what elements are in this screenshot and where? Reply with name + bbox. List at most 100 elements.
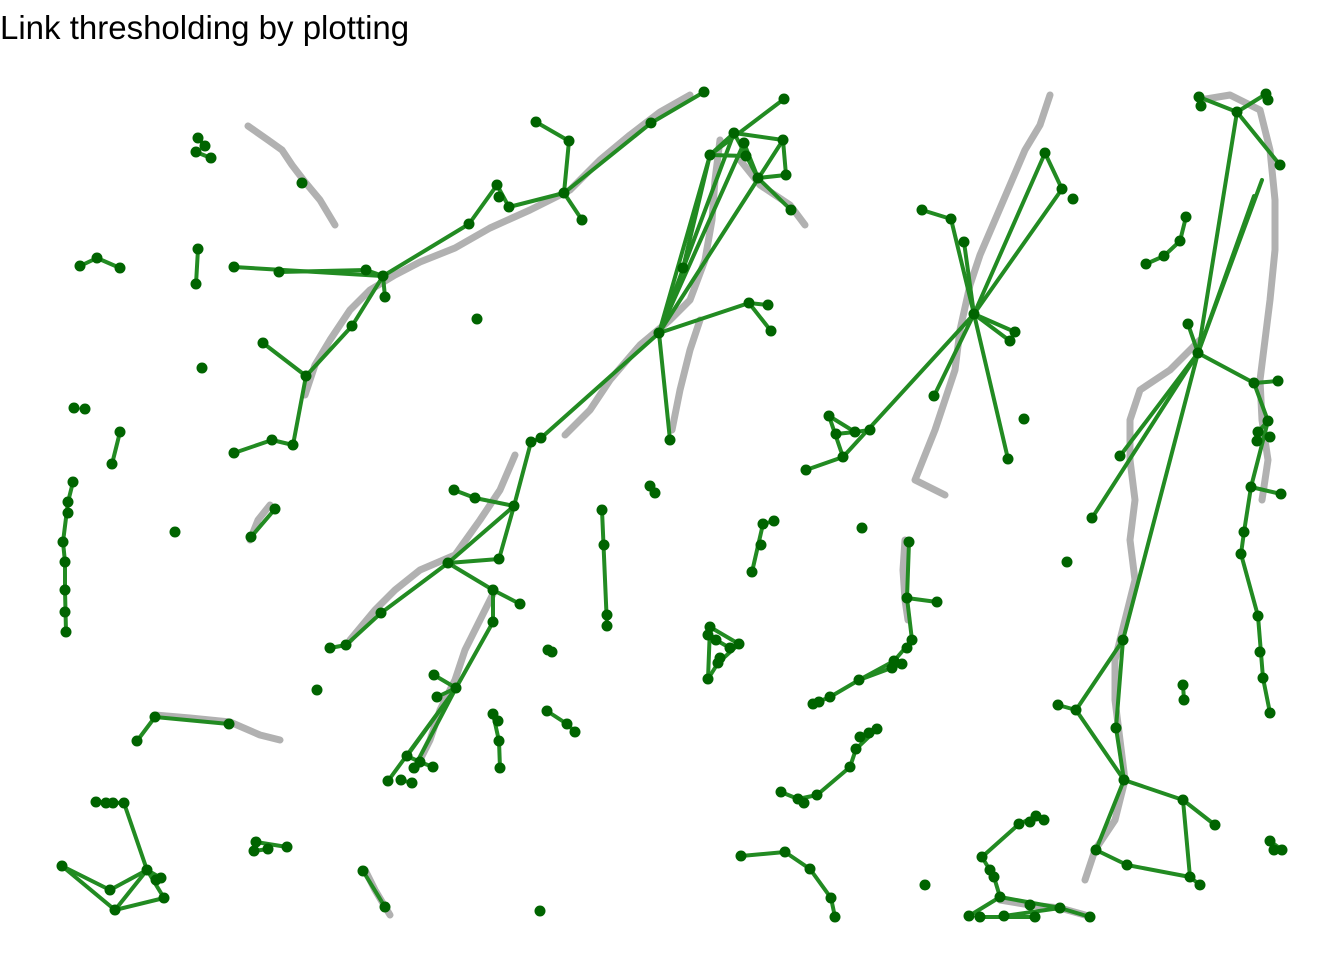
- link-line: [562, 139, 571, 195]
- link-line: [742, 141, 760, 180]
- node-point: [1252, 426, 1264, 438]
- node-point: [503, 201, 515, 213]
- link-line: [747, 301, 773, 333]
- link-line: [1249, 419, 1270, 489]
- node-point: [491, 179, 503, 191]
- chart-title: Link thresholding by plotting: [0, 9, 410, 46]
- link-line: [1114, 726, 1126, 782]
- link-line: [261, 341, 308, 378]
- node-point: [494, 762, 506, 774]
- node-point: [324, 642, 336, 654]
- node-point: [257, 337, 269, 349]
- node-point: [1251, 435, 1263, 447]
- link-line: [756, 176, 793, 212]
- link-line: [386, 686, 458, 783]
- node-point: [830, 428, 842, 440]
- node-point: [702, 629, 714, 641]
- node-point: [1248, 377, 1260, 389]
- link-line: [1043, 151, 1064, 191]
- node-point: [59, 606, 71, 618]
- link-line: [381, 222, 471, 278]
- node-point: [141, 864, 153, 876]
- link-line: [454, 620, 495, 690]
- link-line: [497, 504, 516, 561]
- node-point: [228, 447, 240, 459]
- link-line: [657, 131, 736, 335]
- link-line: [980, 822, 1021, 859]
- node-point: [906, 634, 918, 646]
- node-point: [963, 910, 975, 922]
- node-point: [190, 278, 202, 290]
- node-point: [1272, 375, 1284, 387]
- node-point: [1194, 879, 1206, 891]
- node-point: [901, 642, 913, 654]
- node-point: [158, 892, 170, 904]
- node-point: [1195, 100, 1207, 112]
- node-point: [733, 638, 745, 650]
- link-line: [249, 507, 277, 539]
- link-line: [412, 686, 458, 770]
- node-point: [569, 726, 581, 738]
- node-point: [357, 865, 369, 877]
- link-line: [657, 138, 785, 335]
- node-point: [377, 270, 389, 282]
- node-point: [768, 515, 780, 527]
- link-line: [1121, 351, 1200, 642]
- node-point: [346, 320, 358, 332]
- node-point: [762, 299, 774, 311]
- link-line: [657, 331, 672, 442]
- node-point: [104, 884, 116, 896]
- node-point: [601, 620, 613, 632]
- link-line: [350, 274, 385, 328]
- node-point: [109, 904, 121, 916]
- link-line: [828, 678, 861, 699]
- node-point: [535, 432, 547, 444]
- link-line: [1125, 863, 1192, 879]
- link-line: [277, 268, 368, 274]
- link-line: [739, 850, 787, 858]
- node-point: [1238, 526, 1250, 538]
- node-point: [1158, 250, 1170, 262]
- link-line: [232, 438, 274, 455]
- node-point: [775, 786, 787, 798]
- node-point: [903, 536, 915, 548]
- node-point: [493, 553, 505, 565]
- link-line: [113, 896, 166, 912]
- node-point: [807, 698, 819, 710]
- link-line: [1074, 638, 1125, 712]
- link-line: [507, 191, 566, 209]
- link-line: [344, 611, 383, 647]
- link-line: [681, 153, 712, 270]
- node-point: [1117, 634, 1129, 646]
- node-point: [928, 390, 940, 402]
- node-point: [558, 187, 570, 199]
- node-point: [131, 735, 143, 747]
- link-line: [291, 374, 308, 447]
- node-point: [107, 797, 119, 809]
- link-line: [1074, 708, 1126, 782]
- stream-segment: [346, 451, 519, 644]
- node-point: [1114, 450, 1126, 462]
- node-point: [829, 911, 841, 923]
- link-line: [808, 867, 833, 900]
- node-point: [994, 891, 1006, 903]
- node-point: [79, 403, 91, 415]
- node-point: [1180, 211, 1192, 223]
- node-point: [738, 137, 750, 149]
- node-point: [931, 596, 943, 608]
- node-point: [919, 879, 931, 891]
- node-point: [401, 750, 413, 762]
- node-point: [844, 761, 856, 773]
- link-line: [108, 868, 149, 892]
- node-point: [68, 402, 80, 414]
- node-point: [746, 566, 758, 578]
- node-point: [118, 797, 130, 809]
- node-point: [114, 262, 126, 274]
- link-line: [732, 131, 785, 142]
- node-point: [825, 892, 837, 904]
- link-line: [122, 801, 149, 872]
- link-line: [1094, 848, 1129, 867]
- node-point: [1257, 672, 1269, 684]
- link-line: [708, 625, 741, 646]
- node-point: [448, 484, 460, 496]
